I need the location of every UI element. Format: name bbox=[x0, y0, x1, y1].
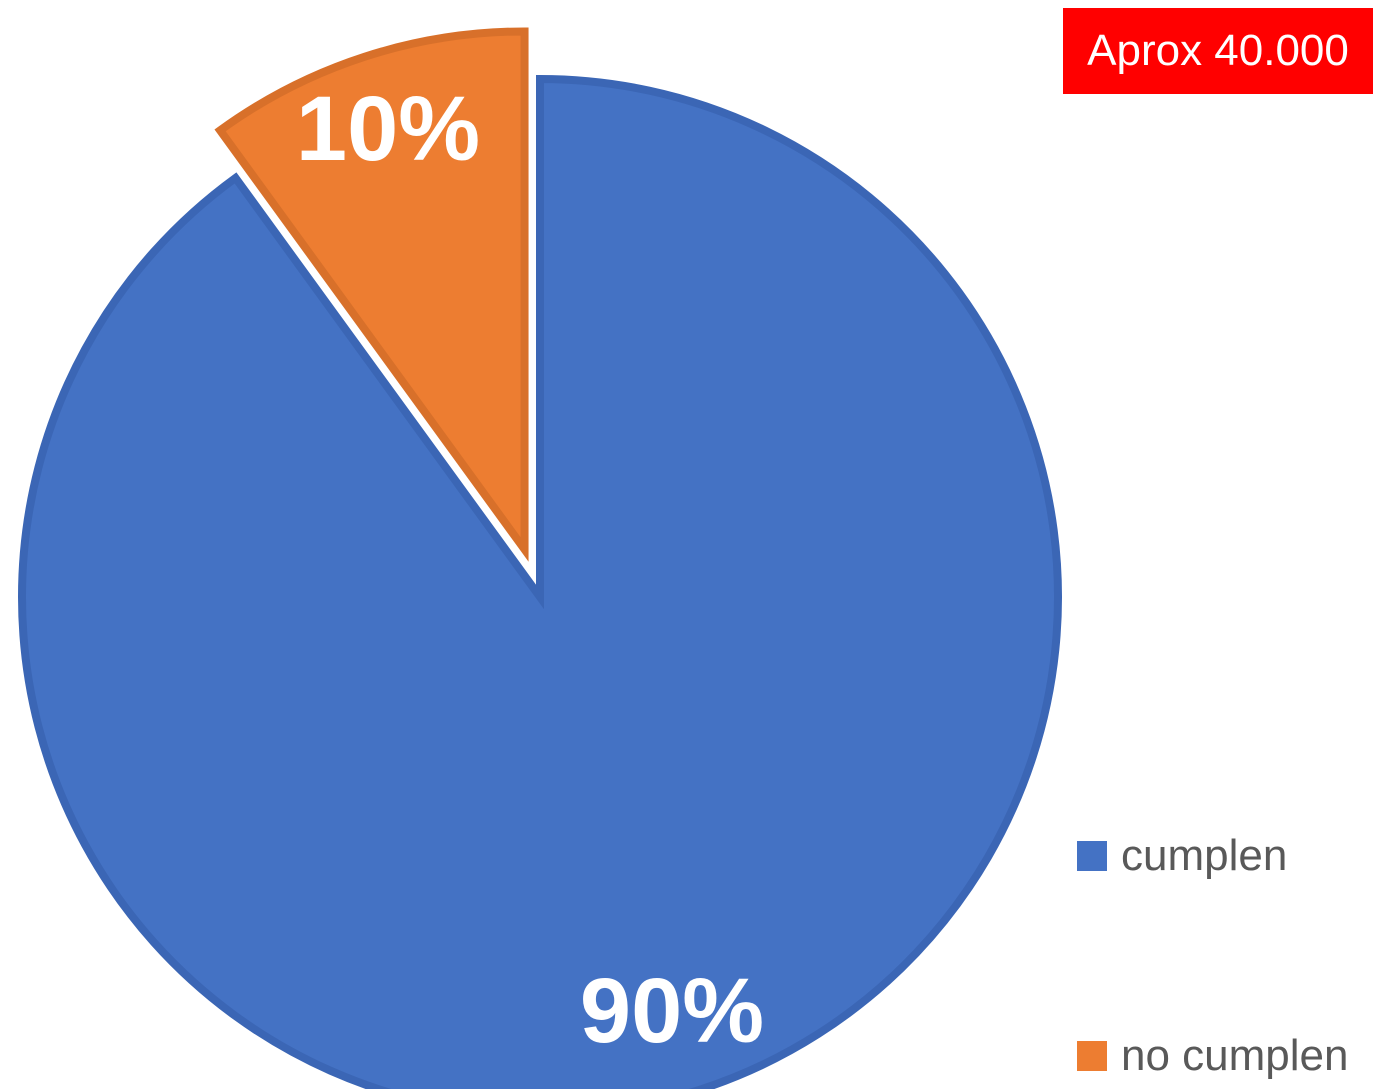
annotation-text: Aprox 40.000 bbox=[1087, 26, 1349, 75]
pie-data-labels: 90% 10% bbox=[296, 78, 764, 1062]
legend-label-cumplen: cumplen bbox=[1121, 831, 1288, 880]
annotation-box: Aprox 40.000 bbox=[1063, 8, 1373, 94]
legend-item-cumplen[interactable]: cumplen bbox=[1077, 826, 1287, 886]
legend-label-no-cumplen: no cumplen bbox=[1121, 1031, 1349, 1080]
legend-swatch-cumplen bbox=[1077, 841, 1107, 871]
pie-slice-cumplen[interactable] bbox=[18, 74, 1062, 1089]
legend-swatch-no-cumplen bbox=[1077, 1041, 1107, 1071]
pie-slice-no-cumplen[interactable] bbox=[214, 27, 529, 562]
data-label-no-cumplen: 10% bbox=[296, 78, 480, 180]
legend-item-no-cumplen[interactable]: no cumplen bbox=[1077, 1026, 1348, 1086]
pie-slices bbox=[18, 27, 1062, 1089]
data-label-cumplen: 90% bbox=[580, 960, 764, 1062]
